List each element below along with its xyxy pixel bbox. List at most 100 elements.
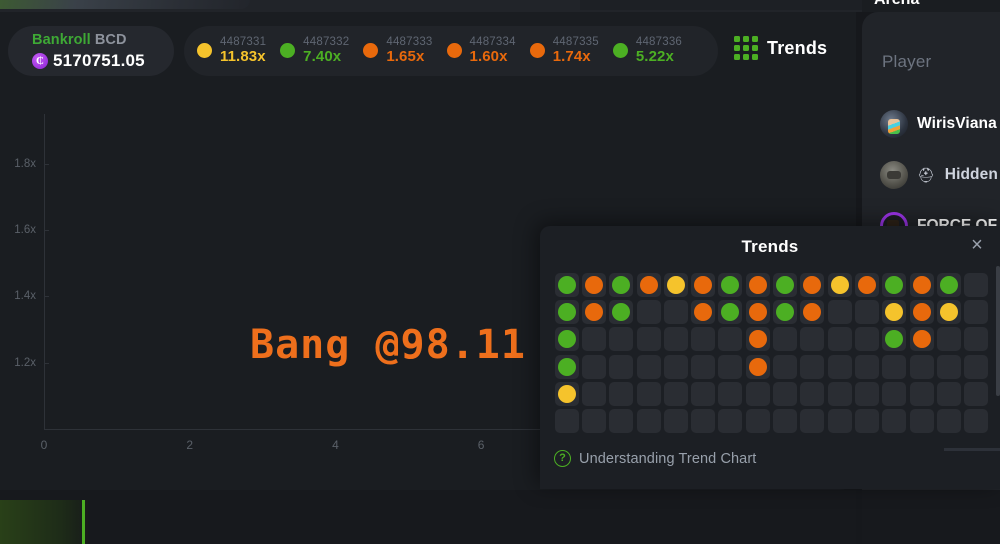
trend-cell[interactable] <box>608 271 635 298</box>
trend-cell[interactable] <box>853 326 880 353</box>
trend-cell[interactable] <box>799 380 826 407</box>
trend-cell[interactable] <box>635 407 662 434</box>
trend-cell[interactable] <box>853 298 880 325</box>
history-item[interactable]: 4487333 1.65x <box>356 36 439 66</box>
trend-cell[interactable] <box>717 271 744 298</box>
trend-cell[interactable] <box>826 380 853 407</box>
trend-cell[interactable] <box>553 407 580 434</box>
trend-cell[interactable] <box>908 353 935 380</box>
trend-cell[interactable] <box>608 380 635 407</box>
history-item[interactable]: 4487334 1.60x <box>440 36 523 66</box>
trend-cell[interactable] <box>771 353 798 380</box>
trend-cell[interactable] <box>608 298 635 325</box>
trend-cell[interactable] <box>853 380 880 407</box>
trend-cell[interactable] <box>580 353 607 380</box>
trend-cell[interactable] <box>826 326 853 353</box>
trend-cell[interactable] <box>881 271 908 298</box>
trend-cell[interactable] <box>826 271 853 298</box>
trend-cell[interactable] <box>744 271 771 298</box>
trend-cell[interactable] <box>771 326 798 353</box>
trend-cell[interactable] <box>962 271 989 298</box>
close-icon[interactable]: × <box>971 234 983 256</box>
trend-grid[interactable] <box>553 271 990 435</box>
trend-cell[interactable] <box>771 380 798 407</box>
history-item[interactable]: 4487336 5.22x <box>606 36 689 66</box>
trend-cell[interactable] <box>935 380 962 407</box>
trend-cell[interactable] <box>962 380 989 407</box>
trend-cell[interactable] <box>744 380 771 407</box>
trend-cell[interactable] <box>962 326 989 353</box>
history-item[interactable]: 4487335 1.74x <box>523 36 606 66</box>
trend-cell[interactable] <box>689 298 716 325</box>
trend-cell[interactable] <box>771 298 798 325</box>
trends-button[interactable]: Trends <box>734 36 827 60</box>
trend-cell[interactable] <box>717 298 744 325</box>
trend-cell[interactable] <box>635 353 662 380</box>
trend-cell[interactable] <box>935 407 962 434</box>
trend-cell[interactable] <box>717 326 744 353</box>
trend-cell[interactable] <box>662 271 689 298</box>
trend-cell[interactable] <box>662 353 689 380</box>
trend-cell[interactable] <box>662 326 689 353</box>
trend-cell[interactable] <box>553 326 580 353</box>
trend-cell[interactable] <box>553 353 580 380</box>
trend-cell[interactable] <box>744 353 771 380</box>
trend-cell[interactable] <box>717 353 744 380</box>
trend-cell[interactable] <box>744 298 771 325</box>
trend-cell[interactable] <box>744 407 771 434</box>
trend-cell[interactable] <box>689 407 716 434</box>
trend-cell[interactable] <box>580 326 607 353</box>
trend-cell[interactable] <box>771 271 798 298</box>
trend-cell[interactable] <box>908 271 935 298</box>
trend-cell[interactable] <box>962 353 989 380</box>
trend-cell[interactable] <box>881 380 908 407</box>
trend-cell[interactable] <box>580 380 607 407</box>
trend-cell[interactable] <box>853 271 880 298</box>
trend-cell[interactable] <box>635 326 662 353</box>
trend-cell[interactable] <box>908 407 935 434</box>
trend-cell[interactable] <box>689 326 716 353</box>
trend-cell[interactable] <box>826 353 853 380</box>
trend-cell[interactable] <box>826 298 853 325</box>
trend-cell[interactable] <box>853 353 880 380</box>
trend-cell[interactable] <box>881 326 908 353</box>
understanding-trend-chart-link[interactable]: ? Understanding Trend Chart <box>554 450 756 467</box>
trend-cell[interactable] <box>553 380 580 407</box>
trend-cell[interactable] <box>580 407 607 434</box>
trend-cell[interactable] <box>908 380 935 407</box>
trend-cell[interactable] <box>881 353 908 380</box>
trend-cell[interactable] <box>853 407 880 434</box>
player-row[interactable]: WirisViana <box>880 110 997 138</box>
trend-cell[interactable] <box>608 326 635 353</box>
trend-cell[interactable] <box>689 353 716 380</box>
trend-cell[interactable] <box>799 271 826 298</box>
trend-cell[interactable] <box>771 407 798 434</box>
trend-cell[interactable] <box>826 407 853 434</box>
trend-cell[interactable] <box>908 326 935 353</box>
trend-cell[interactable] <box>799 298 826 325</box>
history-item[interactable]: 4487332 7.40x <box>273 36 356 66</box>
trend-cell[interactable] <box>662 298 689 325</box>
trend-cell[interactable] <box>580 298 607 325</box>
trend-cell[interactable] <box>662 407 689 434</box>
round-history-pill[interactable]: 4487331 11.83x 4487332 7.40x 4487333 1.65x 448… <box>184 26 718 76</box>
trend-cell[interactable] <box>799 326 826 353</box>
modal-scrollbar[interactable] <box>996 266 1000 396</box>
trend-cell[interactable] <box>635 298 662 325</box>
trend-cell[interactable] <box>689 380 716 407</box>
history-item[interactable]: 4487331 11.83x <box>190 36 273 66</box>
trend-cell[interactable] <box>662 380 689 407</box>
trend-cell[interactable] <box>962 298 989 325</box>
trend-cell[interactable] <box>799 353 826 380</box>
trend-cell[interactable] <box>717 407 744 434</box>
player-row[interactable]: ⛑ Hidden <box>880 161 998 189</box>
trend-cell[interactable] <box>881 407 908 434</box>
trend-cell[interactable] <box>935 326 962 353</box>
trend-cell[interactable] <box>881 298 908 325</box>
trend-cell[interactable] <box>553 271 580 298</box>
trend-cell[interactable] <box>908 298 935 325</box>
trend-cell[interactable] <box>935 353 962 380</box>
trend-cell[interactable] <box>935 298 962 325</box>
trend-cell[interactable] <box>689 271 716 298</box>
trend-cell[interactable] <box>935 271 962 298</box>
